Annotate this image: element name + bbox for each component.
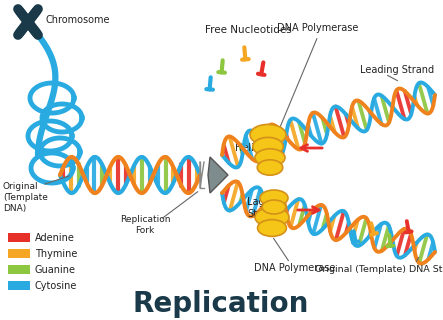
Text: Replication
Fork: Replication Fork	[120, 215, 170, 235]
Text: Free Nucleotides: Free Nucleotides	[205, 25, 291, 35]
Ellipse shape	[253, 137, 284, 156]
FancyBboxPatch shape	[8, 249, 30, 258]
FancyBboxPatch shape	[8, 233, 30, 242]
Ellipse shape	[257, 220, 287, 236]
Text: Thymine: Thymine	[35, 249, 78, 259]
Text: DNA Polymerase: DNA Polymerase	[254, 263, 336, 273]
Text: Lagging
Strand: Lagging Strand	[247, 197, 286, 219]
FancyBboxPatch shape	[8, 281, 30, 290]
Polygon shape	[208, 157, 228, 193]
Ellipse shape	[255, 149, 285, 166]
Text: Helicase: Helicase	[235, 143, 276, 153]
Ellipse shape	[255, 208, 289, 227]
FancyBboxPatch shape	[8, 265, 30, 274]
Text: Cytosine: Cytosine	[35, 281, 78, 291]
Text: Chromosome: Chromosome	[46, 15, 110, 25]
Text: Original (Template) DNA Strand: Original (Template) DNA Strand	[315, 266, 443, 275]
Ellipse shape	[262, 200, 286, 214]
Ellipse shape	[250, 124, 286, 145]
Text: Leading Strand: Leading Strand	[360, 65, 434, 75]
Text: DNA Polymerase: DNA Polymerase	[277, 23, 359, 33]
Text: Replication: Replication	[133, 290, 309, 318]
Text: Guanine: Guanine	[35, 265, 76, 275]
Text: Adenine: Adenine	[35, 233, 75, 243]
Text: Original
(Template
DNA): Original (Template DNA)	[3, 182, 48, 213]
Ellipse shape	[257, 160, 283, 175]
Ellipse shape	[260, 190, 288, 206]
